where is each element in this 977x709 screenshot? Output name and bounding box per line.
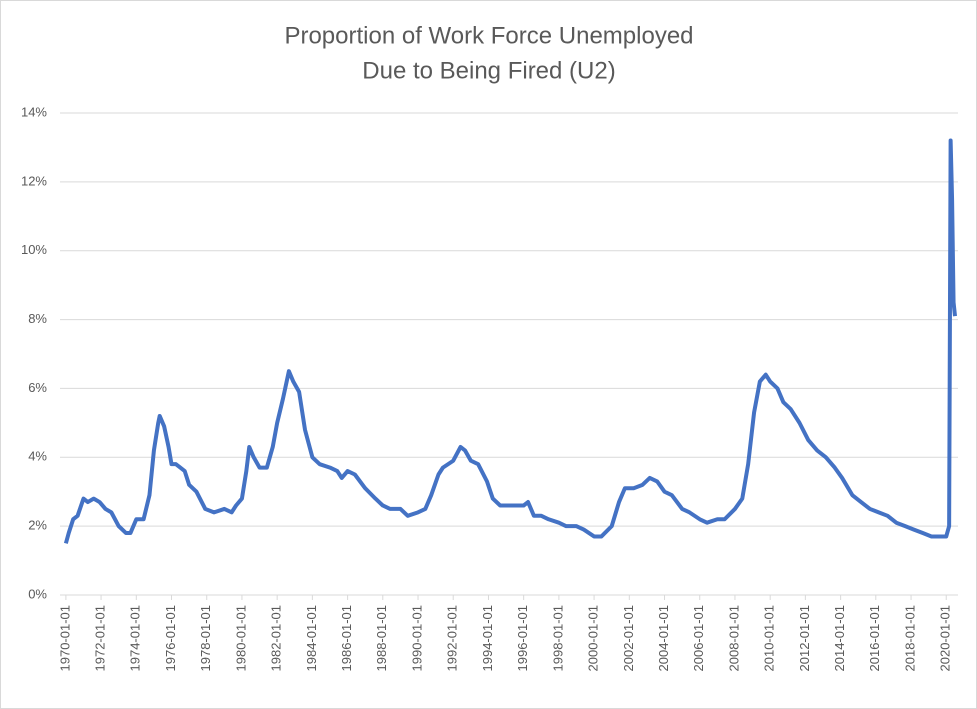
x-tick-label: 1988-01-01 <box>374 605 389 672</box>
x-tick-label: 2002-01-01 <box>621 605 636 672</box>
chart-title: Proportion of Work Force Unemployed <box>284 22 693 49</box>
y-tick-label: 0% <box>28 586 47 601</box>
x-tick-label: 1984-01-01 <box>304 605 319 672</box>
y-tick-label: 2% <box>28 518 47 533</box>
x-tick-label: 2006-01-01 <box>691 605 706 672</box>
y-tick-label: 14% <box>21 104 47 119</box>
y-tick-label: 12% <box>21 173 47 188</box>
x-tick-label: 1998-01-01 <box>550 605 565 672</box>
x-tick-label: 2016-01-01 <box>867 605 882 672</box>
x-tick-label: 2018-01-01 <box>902 605 917 672</box>
chart-title: Due to Being Fired (U2) <box>362 57 615 84</box>
x-tick-label: 2000-01-01 <box>586 605 601 672</box>
x-tick-label: 2004-01-01 <box>656 605 671 672</box>
y-tick-label: 8% <box>28 311 47 326</box>
data-line <box>63 138 957 544</box>
x-tick-label: 1974-01-01 <box>128 605 143 672</box>
x-tick-label: 1970-01-01 <box>57 605 72 672</box>
x-tick-label: 1980-01-01 <box>233 605 248 672</box>
x-tick-label: 1986-01-01 <box>339 605 354 672</box>
y-tick-label: 4% <box>28 449 47 464</box>
x-tick-label: 2008-01-01 <box>726 605 741 672</box>
x-tick-label: 1990-01-01 <box>409 605 424 672</box>
x-tick-label: 2020-01-01 <box>938 605 953 672</box>
y-tick-label: 10% <box>21 242 47 257</box>
x-tick-label: 1994-01-01 <box>480 605 495 672</box>
x-tick-label: 1978-01-01 <box>198 605 213 672</box>
x-tick-label: 1972-01-01 <box>93 605 108 672</box>
x-tick-label: 1982-01-01 <box>269 605 284 672</box>
x-tick-label: 1976-01-01 <box>163 605 178 672</box>
y-tick-label: 6% <box>28 380 47 395</box>
x-tick-label: 2014-01-01 <box>832 605 847 672</box>
x-tick-label: 2012-01-01 <box>797 605 812 672</box>
x-tick-label: 1992-01-01 <box>445 605 460 672</box>
x-tick-label: 2010-01-01 <box>762 605 777 672</box>
x-tick-label: 1996-01-01 <box>515 605 530 672</box>
